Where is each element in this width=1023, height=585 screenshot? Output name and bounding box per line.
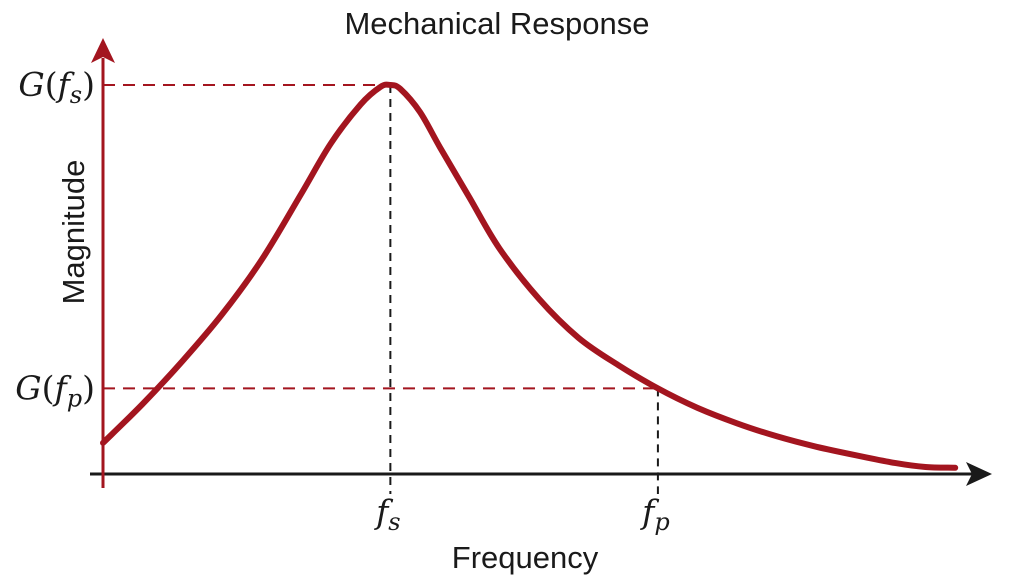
reference-lines [103, 84, 659, 494]
x-tick-p: fp [639, 492, 670, 536]
x-axis-label: Frequency [452, 540, 599, 575]
x-tick-s: fs [373, 492, 401, 536]
y-tick-s: G(fs) [18, 65, 95, 109]
chart-title: Mechanical Response [344, 6, 649, 41]
y-axis-arrowhead [91, 38, 115, 63]
y-axis-label: Magnitude [56, 160, 91, 305]
response-curve [100, 81, 959, 471]
x-axis-arrowhead [966, 462, 992, 486]
y-tick-p: G(fp) [15, 368, 95, 412]
tick-labels: fs fp G(fs) G(fp) [15, 65, 669, 536]
